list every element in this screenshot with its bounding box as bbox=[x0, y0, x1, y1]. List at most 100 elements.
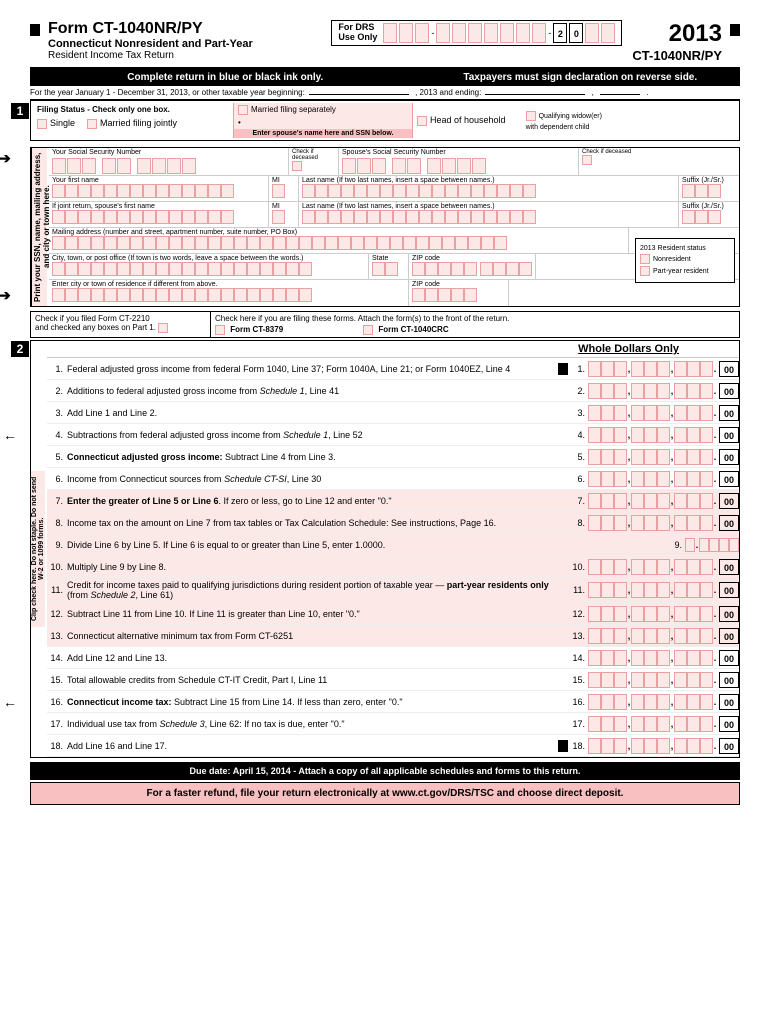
line-17: 17.Individual use tax from Schedule 3, L… bbox=[47, 713, 739, 735]
line-1: 1.Federal adjusted gross income from fed… bbox=[47, 358, 739, 380]
form-header: Form CT-1040NR/PY Connecticut Nonresiden… bbox=[30, 20, 740, 69]
line-3: 3.Add Line 1 and Line 2.3.,,.00 bbox=[47, 402, 739, 424]
filing-status-section: 1 Filing Status - Check only one box. Si… bbox=[30, 100, 740, 141]
line-6: 6.Income from Connecticut sources from S… bbox=[47, 468, 739, 490]
whole-dollars-header: Whole Dollars Only bbox=[47, 341, 739, 358]
efile-bar: For a faster refund, file your return el… bbox=[30, 782, 740, 805]
state-input[interactable] bbox=[372, 262, 405, 276]
resident-status-box: 2013 Resident status Nonresident Part-ye… bbox=[635, 238, 735, 283]
partyear-checkbox[interactable] bbox=[640, 266, 650, 276]
spouse-note: Enter spouse's name here and SSN below. bbox=[234, 129, 412, 138]
spouse-last-input[interactable] bbox=[302, 210, 675, 224]
line-15-amount[interactable]: ,,.00 bbox=[588, 672, 739, 688]
arrow-residence: ➔ bbox=[0, 287, 11, 304]
section-1-badge: 1 bbox=[11, 103, 29, 119]
form-code: CT-1040NR/PY bbox=[632, 48, 722, 63]
spouse-deceased-checkbox[interactable] bbox=[582, 155, 592, 165]
line-11-amount[interactable]: ,,.00 bbox=[588, 582, 739, 598]
line-18-amount[interactable]: ,,.00 bbox=[588, 738, 739, 754]
nonresident-checkbox[interactable] bbox=[640, 254, 650, 264]
form-title: Form CT-1040NR/PY bbox=[48, 20, 321, 38]
ct8379-checkbox[interactable] bbox=[215, 325, 225, 335]
spouse-mi-input[interactable] bbox=[272, 210, 295, 224]
line-4-amount[interactable]: ,,.00 bbox=[588, 427, 739, 443]
year-begin-blank[interactable] bbox=[309, 94, 409, 95]
check-forms-row: Check if you filed Form CT-2210 and chec… bbox=[30, 311, 740, 338]
line-10: 10.Multiply Line 9 by Line 8.10.,,.00 bbox=[47, 556, 739, 578]
name-address-section: Print your SSN, name, mailing address, a… bbox=[30, 147, 740, 307]
taxable-year-line: For the year January 1 - December 31, 20… bbox=[30, 86, 740, 100]
line-14-amount[interactable]: ,,.00 bbox=[588, 650, 739, 666]
line-14: 14.Add Line 12 and Line 13.14.,,.00 bbox=[47, 647, 739, 669]
line-5-amount[interactable]: ,,.00 bbox=[588, 449, 739, 465]
header-right: 2013 CT-1040NR/PY bbox=[632, 20, 722, 63]
drs-boxes[interactable]: - - 2 0 bbox=[383, 23, 615, 43]
spouse-ssn-label: Spouse's Social Security Number bbox=[342, 149, 575, 156]
line-4: ←4.Subtractions from federal adjusted gr… bbox=[47, 424, 739, 446]
line-11: 11.Credit for income taxes paid to quali… bbox=[47, 578, 739, 603]
line-17-amount[interactable]: ,,.00 bbox=[588, 716, 739, 732]
residence-zip-input[interactable] bbox=[412, 288, 505, 302]
line-12: 12.Subtract Line 11 from Line 10. If Lin… bbox=[47, 603, 739, 625]
line-13: 13.Connecticut alternative minimum tax f… bbox=[47, 625, 739, 647]
hoh-checkbox[interactable] bbox=[417, 116, 427, 126]
mi-input[interactable] bbox=[272, 184, 295, 198]
line-18: 18.Add Line 16 and Line 17.18.,,.00 bbox=[47, 735, 739, 757]
line-2: 2.Additions to federal adjusted gross in… bbox=[47, 380, 739, 402]
line-8: 8.Income tax on the amount on Line 7 fro… bbox=[47, 512, 739, 534]
zip-input[interactable] bbox=[412, 262, 532, 276]
due-date-bar: Due date: April 15, 2014 - Attach a copy… bbox=[30, 762, 740, 780]
line-8-amount[interactable]: ,,.00 bbox=[588, 515, 739, 531]
section-2-badge: 2 bbox=[11, 341, 29, 357]
drs-label: For DRS Use Only bbox=[338, 23, 377, 43]
clip-check-label: Clip check here. Do not staple. Do not s… bbox=[31, 471, 45, 627]
year-end-blank[interactable] bbox=[485, 94, 585, 95]
your-ssn-label: Your Social Security Number bbox=[52, 149, 285, 156]
line-9: 9.Divide Line 6 by Line 5. If Line 6 is … bbox=[47, 534, 739, 556]
header-left: Form CT-1040NR/PY Connecticut Nonresiden… bbox=[48, 20, 321, 61]
tax-year: 2013 bbox=[632, 20, 722, 48]
instruction-bar: Complete return in blue or black ink onl… bbox=[30, 69, 740, 86]
income-lines-section: 2 Clip check here. Do not staple. Do not… bbox=[30, 340, 740, 758]
mfj-checkbox[interactable] bbox=[87, 119, 97, 129]
mfs-checkbox[interactable] bbox=[238, 105, 248, 115]
drs-box: For DRS Use Only - - 2 0 bbox=[331, 20, 622, 46]
line-9-amount[interactable]: . bbox=[685, 538, 739, 552]
line-15: 15.Total allowable credits from Schedule… bbox=[47, 669, 739, 691]
mailing-input[interactable] bbox=[52, 236, 625, 250]
line-12-amount[interactable]: ,,.00 bbox=[588, 606, 739, 622]
header-mark-right bbox=[730, 24, 740, 36]
bar-right: Taxpayers must sign declaration on rever… bbox=[421, 69, 741, 86]
single-checkbox[interactable] bbox=[37, 119, 47, 129]
line-16-amount[interactable]: ,,.00 bbox=[588, 694, 739, 710]
spouse-suffix-input[interactable] bbox=[682, 210, 736, 224]
qw-checkbox[interactable] bbox=[526, 111, 536, 121]
arrow-ssn: ➔ bbox=[0, 150, 11, 167]
your-deceased-checkbox[interactable] bbox=[292, 161, 302, 171]
last-name-input[interactable] bbox=[302, 184, 675, 198]
line-7: 7.Enter the greater of Line 5 or Line 6.… bbox=[47, 490, 739, 512]
form-subtitle2: Resident Income Tax Return bbox=[48, 50, 321, 61]
your-ssn-input[interactable] bbox=[52, 158, 285, 174]
filing-status-title: Filing Status - Check only one box. bbox=[37, 105, 229, 114]
ct1040crc-checkbox[interactable] bbox=[363, 325, 373, 335]
ct2210-checkbox[interactable] bbox=[158, 323, 168, 333]
line-2-amount[interactable]: ,,.00 bbox=[588, 383, 739, 399]
line-13-amount[interactable]: ,,.00 bbox=[588, 628, 739, 644]
line-7-amount[interactable]: ,,.00 bbox=[588, 493, 739, 509]
spouse-first-input[interactable] bbox=[52, 210, 265, 224]
line-1-amount[interactable]: ,,.00 bbox=[588, 361, 739, 377]
spouse-ssn-input[interactable] bbox=[342, 158, 575, 174]
line-3-amount[interactable]: ,,.00 bbox=[588, 405, 739, 421]
residence-input[interactable] bbox=[52, 288, 405, 302]
suffix-input[interactable] bbox=[682, 184, 736, 198]
bar-left: Complete return in blue or black ink onl… bbox=[30, 69, 421, 86]
first-name-input[interactable] bbox=[52, 184, 265, 198]
line-10-amount[interactable]: ,,.00 bbox=[588, 559, 739, 575]
line-16-arrow: ← bbox=[3, 694, 17, 710]
line-6-amount[interactable]: ,,.00 bbox=[588, 471, 739, 487]
header-mark-left bbox=[30, 24, 40, 36]
line-4-arrow: ← bbox=[3, 427, 17, 443]
print-ssn-label: Print your SSN, name, mailing address, a… bbox=[31, 148, 47, 306]
city-input[interactable] bbox=[52, 262, 365, 276]
